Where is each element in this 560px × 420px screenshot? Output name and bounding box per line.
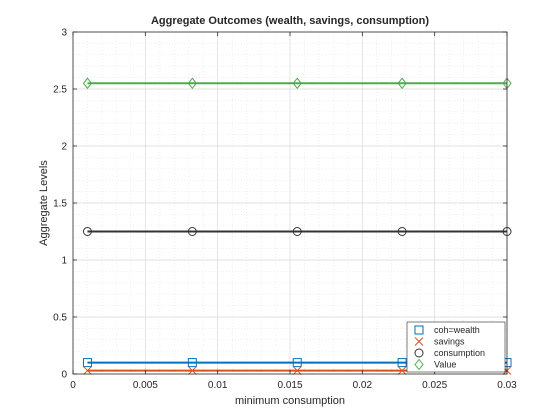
series-marker-value bbox=[82, 77, 93, 90]
series-marker-savings-stroke bbox=[292, 366, 302, 375]
series-marker-consumption bbox=[82, 227, 92, 236]
y-tick-label: 0 bbox=[61, 370, 67, 381]
y-tick-label: 0.5 bbox=[53, 313, 67, 324]
legend-marker-savings-stroke bbox=[414, 337, 424, 346]
chart-title: Aggregate Outcomes (wealth, savings, con… bbox=[151, 15, 429, 27]
y-tick-label: 2.5 bbox=[53, 85, 67, 96]
series-marker-coh-wealth bbox=[292, 358, 302, 368]
x-tick-label: 0.025 bbox=[422, 380, 447, 391]
legend-marker-value bbox=[414, 358, 424, 371]
x-axis-ticks: 0 0.005 0.01 0.015 0.02 0.025 0.03 bbox=[70, 32, 517, 391]
legend-marker-consumption bbox=[414, 348, 424, 358]
series-marker-value bbox=[292, 77, 302, 90]
x-axis-label: minimum consumption bbox=[235, 395, 345, 407]
series-marker-savings bbox=[397, 366, 407, 375]
legend-label-coh-wealth: coh=wealth bbox=[434, 325, 480, 335]
legend-marker-savings bbox=[414, 337, 424, 346]
series-marker-savings-stroke bbox=[187, 366, 197, 375]
series-marker-savings bbox=[83, 366, 92, 375]
series-marker-consumption bbox=[292, 227, 302, 236]
legend-label-savings: savings bbox=[434, 337, 465, 347]
y-axis-ticks: 0 0.5 1 1.5 2 2.5 3 bbox=[53, 28, 507, 381]
x-tick-label: 0.01 bbox=[208, 380, 228, 391]
series-markers bbox=[82, 77, 512, 375]
series-marker-coh-wealth bbox=[187, 358, 197, 368]
series-marker-savings-stroke bbox=[397, 366, 407, 375]
legend-marker-coh-wealth bbox=[414, 325, 424, 335]
x-tick-label: 0.02 bbox=[353, 380, 373, 391]
y-tick-label: 3 bbox=[61, 28, 67, 39]
x-tick-label: 0.005 bbox=[133, 380, 158, 391]
legend-label-value: Value bbox=[434, 360, 456, 370]
series-marker-savings bbox=[292, 366, 302, 375]
series-marker-savings bbox=[187, 366, 197, 375]
series-marker-consumption bbox=[187, 227, 197, 236]
y-tick-label: 1 bbox=[61, 256, 67, 267]
series-marker-coh-wealth bbox=[397, 358, 407, 368]
y-tick-label: 1.5 bbox=[53, 199, 67, 210]
y-tick-label: 2 bbox=[61, 142, 67, 153]
series-marker-savings-stroke bbox=[83, 366, 92, 375]
x-tick-label: 0.03 bbox=[497, 380, 517, 391]
y-axis-label: Aggregate Levels bbox=[38, 160, 50, 246]
major-grid bbox=[73, 32, 507, 374]
series-marker-consumption bbox=[397, 227, 407, 236]
legend-label-consumption: consumption bbox=[434, 348, 485, 358]
series-marker-coh-wealth bbox=[82, 358, 92, 368]
x-tick-label: 0.015 bbox=[277, 380, 302, 391]
series-marker-value bbox=[187, 77, 197, 90]
series-marker-value bbox=[397, 77, 407, 90]
x-tick-label: 0 bbox=[70, 380, 76, 391]
